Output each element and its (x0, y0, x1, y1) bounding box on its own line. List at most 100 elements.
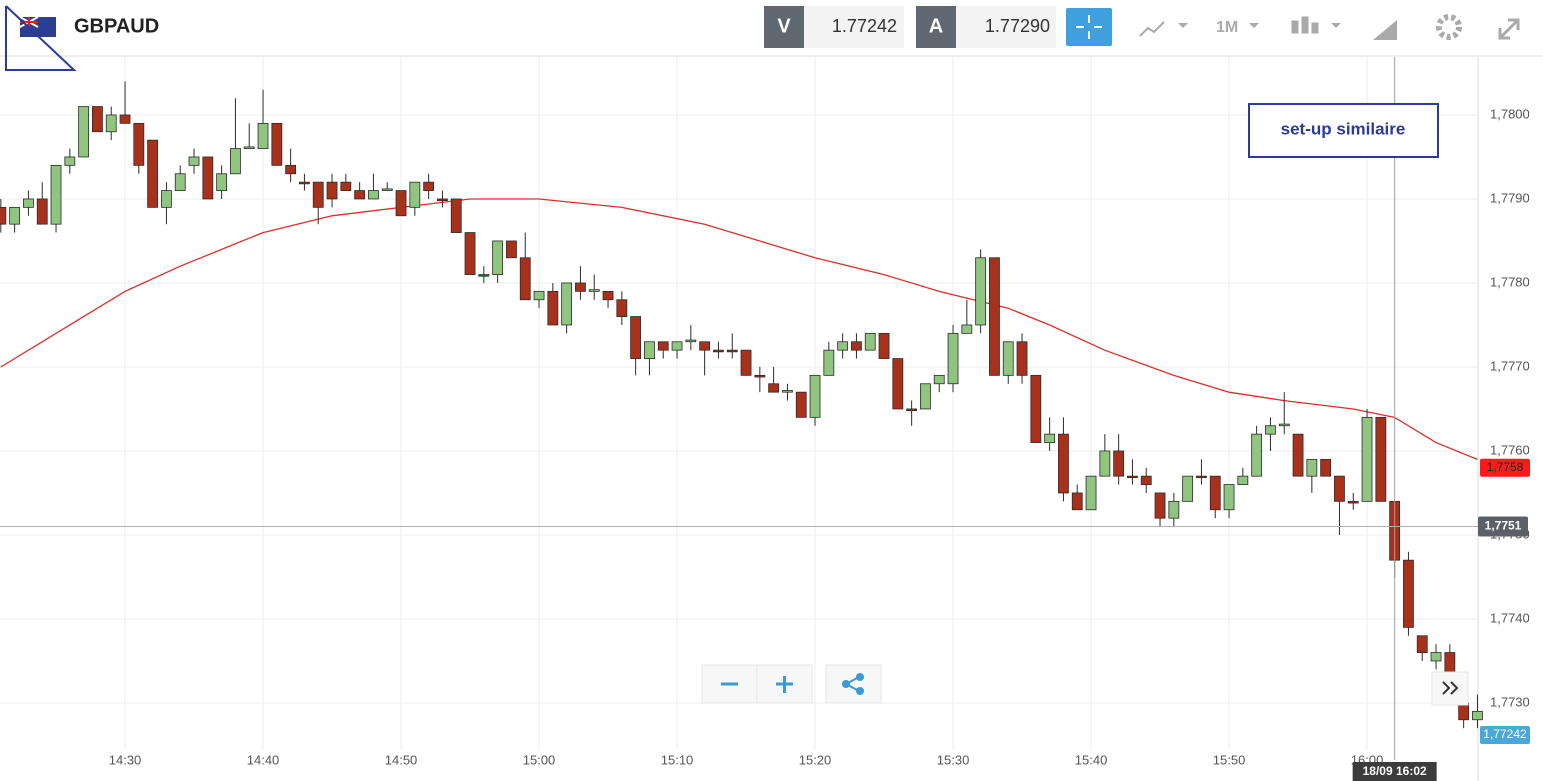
candle-body (1044, 433, 1056, 443)
candle-body (933, 374, 945, 385)
candle-body (340, 181, 352, 191)
candle-body (354, 190, 366, 200)
candle-body (1016, 341, 1028, 376)
candle-body (1375, 416, 1387, 502)
candle-body (864, 332, 876, 351)
price-tag (1480, 726, 1530, 744)
candle-body (423, 181, 435, 191)
candle-body (395, 190, 407, 217)
x-tick-label: 14:40 (247, 752, 280, 767)
y-tick-label: 1,7770 (1490, 358, 1530, 373)
candle-body (1223, 484, 1235, 511)
candle-body (1306, 458, 1318, 477)
candle-body (533, 290, 545, 301)
candle-body (78, 106, 90, 158)
price-tag (1480, 458, 1530, 477)
candle-body (782, 390, 793, 393)
candle-body (133, 122, 145, 166)
y-tick-label: 1,7790 (1490, 190, 1530, 205)
candle-body (1196, 475, 1207, 479)
candle-body (381, 188, 393, 191)
x-tick-label: 14:50 (385, 752, 418, 767)
candle-body (989, 257, 1000, 376)
candle-body (809, 374, 821, 418)
x-tick-label: 15:50 (1213, 752, 1246, 767)
candle-body (1237, 475, 1249, 485)
flag (19, 16, 56, 37)
candle-body (92, 106, 103, 133)
candle-body (312, 181, 324, 208)
candle-body (1278, 423, 1290, 427)
candle-body (1347, 500, 1359, 504)
candle-body (961, 324, 973, 334)
x-tick-label: 15:30 (937, 752, 970, 767)
zoom-out-button[interactable] (701, 664, 758, 704)
fullscreen-button[interactable] (1498, 18, 1520, 40)
candle-body (1140, 475, 1152, 485)
scroll-right-button[interactable] (1431, 671, 1469, 706)
candle-body (920, 383, 931, 410)
candle-body (602, 290, 614, 301)
candle-body (202, 156, 214, 200)
crosshair-y-tag (1478, 516, 1528, 537)
candle-body (36, 198, 48, 225)
candle-body (285, 164, 297, 175)
plot: 1,77301,77401,77501,77601,77701,77801,77… (0, 57, 1530, 781)
candle-body (216, 173, 228, 191)
candle-body (1030, 374, 1042, 443)
candle-body (713, 349, 724, 353)
bid-label: V (777, 15, 791, 37)
candle-body (547, 290, 559, 326)
bid-box (804, 6, 904, 48)
y-tick-label: 1,7730 (1490, 694, 1530, 709)
ask-button[interactable] (916, 6, 956, 48)
candle-style-button[interactable] (1291, 16, 1341, 34)
ask-price: 1.77290 (985, 16, 1050, 36)
x-tick-label: 15:00 (523, 752, 556, 767)
candle-body (561, 282, 573, 326)
candle-body (506, 240, 517, 259)
candle-body (1071, 492, 1083, 511)
candle-body (947, 332, 959, 385)
candle-body (1265, 425, 1276, 435)
candle-body (1113, 450, 1125, 477)
x-tick-label: 15:10 (661, 752, 694, 767)
candle-body (271, 122, 283, 166)
candle-body (1292, 433, 1304, 477)
candle-body (616, 299, 628, 317)
candle-body (326, 181, 338, 200)
candle-body (1251, 433, 1263, 477)
candle-body (657, 341, 669, 351)
candle-body (795, 391, 807, 418)
crosshair-button[interactable] (1066, 8, 1112, 46)
candle-body (50, 164, 62, 225)
crosshair-x-label: 18/09 16:02 (1363, 764, 1427, 778)
price-tag-label: 1,77242 (1483, 727, 1527, 741)
timeframe-caret (1249, 23, 1259, 28)
zoom-in-button[interactable] (756, 664, 813, 704)
candle-body (161, 190, 172, 208)
candle-body (588, 289, 600, 292)
candle-body (119, 114, 131, 124)
y-tick-label: 1,7760 (1490, 442, 1530, 457)
candle-body (9, 206, 21, 225)
candle-body (630, 316, 642, 359)
candle-body (105, 114, 117, 133)
candle-body (1209, 475, 1221, 511)
candle-body (1416, 635, 1428, 653)
candle-body (1320, 458, 1332, 477)
share-button[interactable] (825, 664, 882, 704)
bid-button[interactable] (764, 6, 804, 48)
candle-body (754, 374, 766, 378)
candle-body (1058, 433, 1069, 494)
candle-body (851, 341, 862, 351)
symbol: GBPAUD (74, 15, 159, 37)
candle-body (147, 139, 159, 208)
drawing-button[interactable] (1373, 20, 1397, 40)
settings-button[interactable] (1436, 14, 1462, 40)
candle-body (0, 206, 7, 225)
chart-type-button[interactable] (1139, 21, 1188, 37)
candle-body (464, 232, 476, 275)
timeframe[interactable]: 1M (1216, 19, 1238, 36)
